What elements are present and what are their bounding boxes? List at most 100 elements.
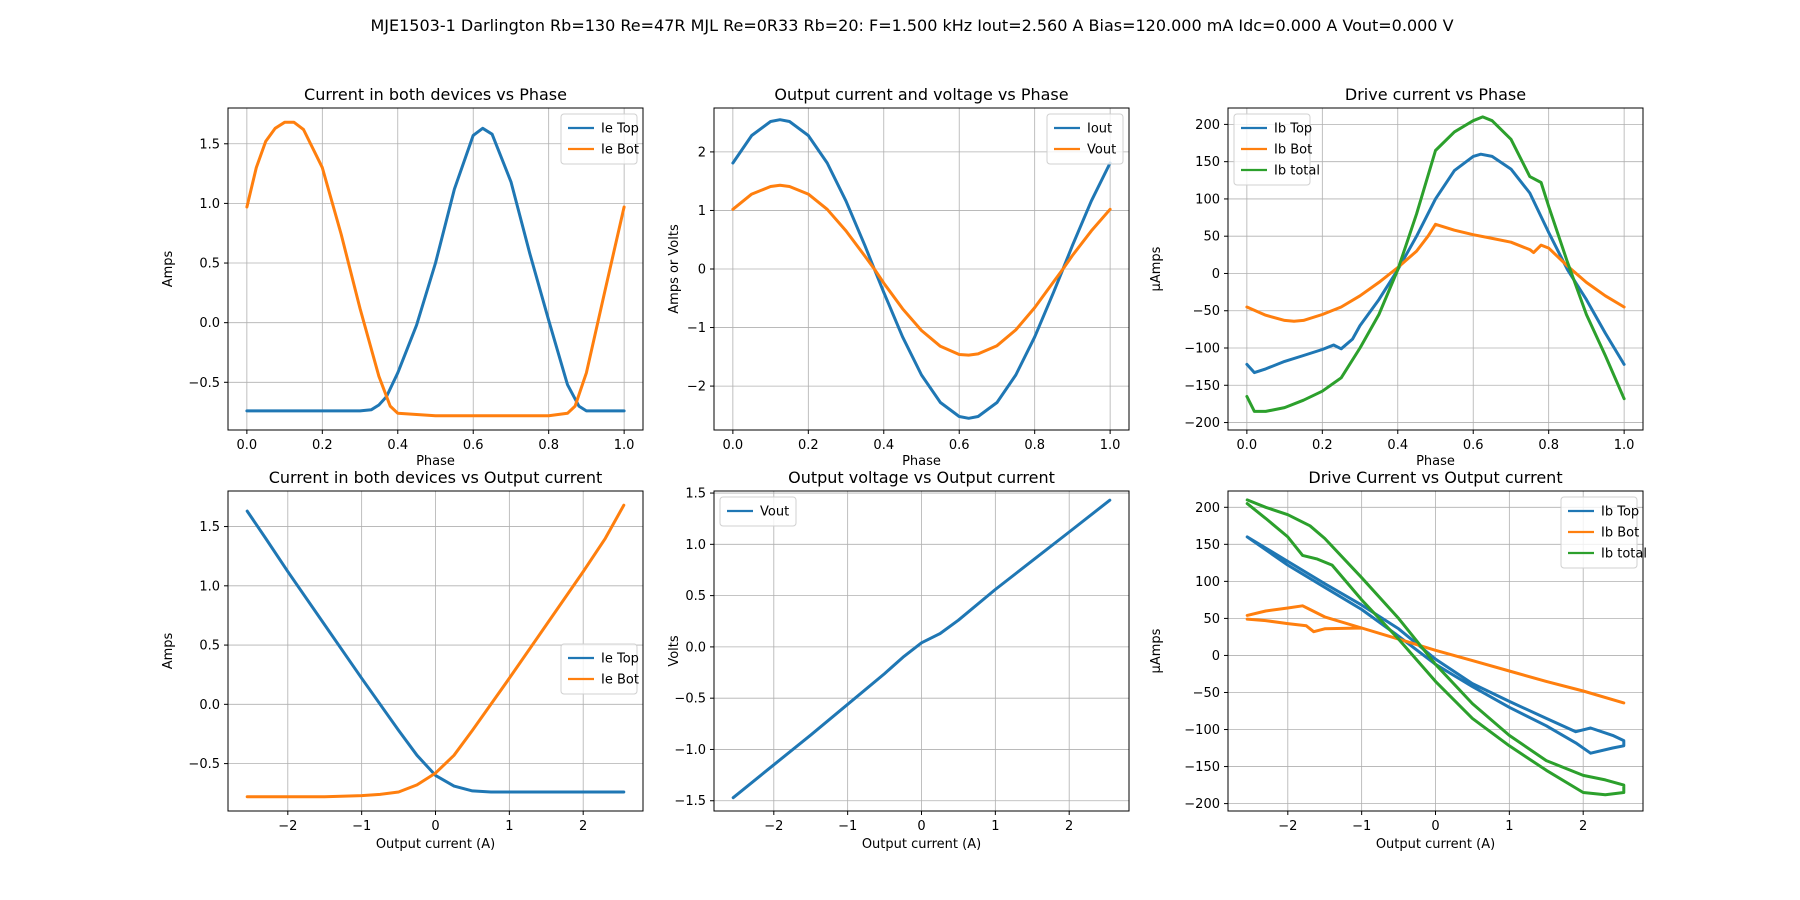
legend-box	[1046, 113, 1124, 165]
x-tick-label: 0	[431, 819, 439, 834]
subplot-2: 0.0 0.2 0.4 0.6 0.8 1.0 −2 −1 0 1 2 Output current …	[667, 85, 1130, 469]
y-tick-label: 200	[1195, 501, 1220, 516]
figure-suptitle: MJE1503-1 Darlington Rb=130 Re=47R MJL R…	[370, 16, 1453, 35]
legend-label: Ie Top	[601, 652, 639, 667]
legend-label: Ie Top	[601, 122, 639, 137]
y-tick-label: −0.5	[188, 376, 220, 391]
legend-label: Ib total	[1274, 164, 1320, 179]
y-tick-label: 1.0	[685, 538, 706, 553]
legend-box	[560, 643, 638, 695]
y-tick-label: −0.5	[188, 757, 220, 772]
y-tick-label: −1	[687, 321, 706, 336]
x-tick-label: 0.0	[723, 438, 744, 453]
series-line-vout	[731, 498, 1112, 800]
y-tick-label: 1.5	[199, 137, 220, 152]
x-tick-label: 0.4	[873, 438, 894, 453]
x-tick-label: 1.0	[614, 438, 635, 453]
x-tick-label: −2	[764, 819, 783, 834]
x-axis-label: Phase	[1416, 454, 1455, 469]
x-tick-label: 2	[1065, 819, 1073, 834]
x-tick-label: 1	[991, 819, 999, 834]
legend: Ie Top Ie Bot	[560, 113, 639, 165]
axes-frame	[1227, 107, 1644, 431]
subplot-title: Current in both devices vs Phase	[304, 85, 567, 104]
y-tick-label: 0.5	[199, 639, 220, 654]
y-tick-label: −100	[1184, 723, 1220, 738]
x-tick-label: 0.8	[538, 438, 559, 453]
legend: Vout	[719, 496, 797, 527]
legend-label: Ib Top	[1274, 122, 1312, 137]
y-tick-label: 0	[1212, 649, 1220, 664]
subplot-title: Current in both devices vs Output curren…	[269, 468, 603, 487]
x-axis-label: Phase	[416, 454, 455, 469]
subplot-1: 0.0 0.2 0.4 0.6 0.8 1.0 −0.5 0.0 0.5 1.0 1.5 Curren…	[161, 85, 644, 469]
x-tick-label: 1	[505, 819, 513, 834]
y-tick-label: 0.0	[199, 316, 220, 331]
legend-label: Ie Bot	[601, 673, 639, 688]
y-tick-label: −2	[687, 380, 706, 395]
x-tick-label: 0	[917, 819, 925, 834]
y-tick-label: 0.0	[199, 698, 220, 713]
y-tick-label: 1.5	[199, 520, 220, 535]
y-tick-label: −50	[1193, 686, 1220, 701]
x-tick-label: 0	[1431, 819, 1439, 834]
subplot-5: −2 −1 0 1 2 −1.5 −1.0 −0.5 0.0 0.5 1.0 1.5 Output vo…	[667, 468, 1130, 852]
y-tick-label: −200	[1184, 416, 1220, 431]
x-axis-label: Phase	[902, 454, 941, 469]
y-axis-label: Amps or Volts	[667, 224, 682, 314]
x-tick-label: −1	[838, 819, 857, 834]
series-line-ib-bot	[1245, 604, 1626, 705]
subplot-title: Drive Current vs Output current	[1308, 468, 1562, 487]
x-tick-label: 0.4	[1387, 438, 1408, 453]
x-tick-label: −2	[1278, 819, 1297, 834]
legend: Iout Vout	[1046, 113, 1124, 165]
series-line-ie-top	[245, 509, 626, 794]
y-axis-label: µAmps	[1149, 246, 1164, 291]
y-tick-label: 1	[698, 204, 706, 219]
legend: Ie Top Ie Bot	[560, 643, 639, 695]
y-tick-label: 1.0	[199, 579, 220, 594]
y-tick-label: 2	[698, 145, 706, 160]
legend-label: Ib Bot	[1274, 143, 1312, 158]
x-tick-label: −1	[352, 819, 371, 834]
series-line-vout	[731, 183, 1112, 357]
y-axis-label: Amps	[161, 250, 176, 287]
y-tick-label: 150	[1195, 155, 1220, 170]
y-axis-label: µAmps	[1149, 628, 1164, 673]
subplot-title: Output voltage vs Output current	[788, 468, 1055, 487]
axes-frame	[227, 107, 644, 431]
x-tick-label: 0.8	[1024, 438, 1045, 453]
x-axis-label: Output current (A)	[376, 837, 495, 852]
series-line-ib-bot	[1245, 222, 1626, 323]
y-tick-label: 1.5	[685, 487, 706, 502]
x-tick-label: 0.6	[463, 438, 484, 453]
x-tick-label: 0.6	[1463, 438, 1484, 453]
legend-label: Iout	[1087, 122, 1112, 137]
series-line-ib-top	[1245, 152, 1626, 375]
y-tick-label: 0	[698, 263, 706, 278]
x-tick-label: 2	[579, 819, 587, 834]
y-tick-label: −0.5	[674, 692, 706, 707]
subplot-title: Drive current vs Phase	[1345, 85, 1526, 104]
legend: Ib Top Ib Bot Ib total	[1233, 113, 1320, 186]
legend-label: Ib total	[1601, 547, 1647, 562]
legend-label: Ib Top	[1601, 505, 1639, 520]
y-tick-label: 50	[1203, 230, 1220, 245]
legend-label: Vout	[1087, 143, 1116, 158]
x-tick-label: 0.6	[949, 438, 970, 453]
legend-label: Ie Bot	[601, 143, 639, 158]
x-axis-label: Output current (A)	[1376, 837, 1495, 852]
series-line-ie-bot	[245, 503, 626, 799]
y-tick-label: 100	[1195, 575, 1220, 590]
y-tick-label: 0.5	[199, 257, 220, 272]
series-line-ie-top	[245, 126, 626, 413]
series-line-ib-total	[1245, 115, 1626, 413]
x-tick-label: 1.0	[1614, 438, 1635, 453]
legend-label: Ib Bot	[1601, 526, 1639, 541]
y-tick-label: −200	[1184, 797, 1220, 812]
legend-box	[719, 496, 797, 527]
y-tick-label: −150	[1184, 760, 1220, 775]
y-axis-label: Volts	[667, 635, 682, 667]
y-tick-label: 1.0	[199, 197, 220, 212]
series-line-ie-bot	[245, 120, 626, 418]
